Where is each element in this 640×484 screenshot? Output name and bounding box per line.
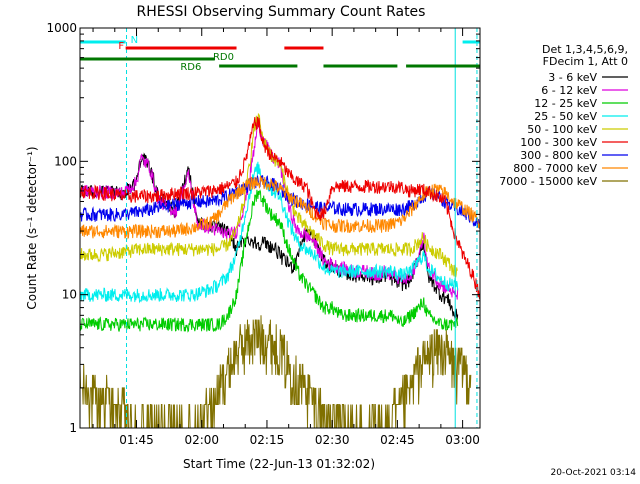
series-line-800-7000-kev [79,175,481,240]
y-tick-label-1000: 1000 [46,21,77,35]
legend-label-300-800-kev: 300 - 800 keV [520,149,597,162]
x-tick-label-02:15: 02:15 [250,433,285,447]
y-axis-label: Count Rate (s⁻¹ detector⁻¹) [25,146,39,309]
x-axis-label: Start Time (22-Jun-13 01:32:02) [183,457,375,471]
legend-label-7000-15000-kev: 7000 - 15000 keV [499,175,597,188]
x-tick-label-02:00: 02:00 [184,433,219,447]
series-line-6-12-kev [79,116,459,300]
flag-label-n: N [131,35,138,46]
legend: Det 1,3,4,5,6,9,FDecim 1, Att 0 3 - 6 keV… [499,43,628,188]
series-line-25-50-kev [79,161,459,304]
series-line-12-25-kev [79,189,459,333]
legend-label-3-6-kev: 3 - 6 keV [548,71,597,84]
legend-label-50-100-kev: 50 - 100 keV [527,123,597,136]
legend-label-12-25-kev: 12 - 25 keV [534,97,597,110]
legend-label-800-7000-kev: 800 - 7000 keV [513,162,597,175]
series-line-3-6-kev [79,152,459,321]
flag-label-f: F [118,41,124,52]
x-tick-label-02:30: 02:30 [315,433,350,447]
chart-title: RHESSI Observing Summary Count Rates [137,4,426,20]
x-tick-label-01:45: 01:45 [119,433,154,447]
y-tick-label-1: 1 [69,421,77,435]
y-tick-label-10: 10 [62,288,77,302]
flag-label-rd6: RD6 [180,62,201,73]
legend-label-25-50-kev: 25 - 50 keV [534,110,597,123]
x-tick-label-03:00: 03:00 [445,433,480,447]
footer-timestamp: 20-Oct-2021 03:14 [551,468,637,478]
series-line-7000-15000-kev [79,315,472,429]
x-tick-label-02:45: 02:45 [380,433,415,447]
legend-header-line-2: FDecim 1, Att 0 [543,55,628,68]
y-tick-label-100: 100 [54,154,77,168]
legend-label-6-12-kev: 6 - 12 keV [541,84,597,97]
plot-frame [79,27,481,429]
plot-area: NF RD0 RD6 1 10 100 1000 01:45 02:00 02:15 02:30 02… [46,21,481,447]
series-line-100-300-kev [79,116,481,300]
flag-label-rd0: RD0 [213,52,234,63]
legend-label-100-300-kev: 100 - 300 keV [520,136,597,149]
legend-header-line-1: Det 1,3,4,5,6,9, [542,43,628,56]
